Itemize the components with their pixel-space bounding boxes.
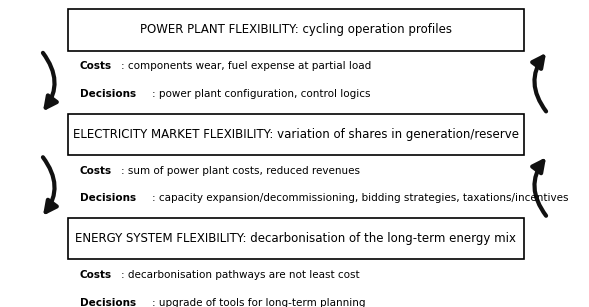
FancyBboxPatch shape: [68, 9, 524, 51]
Text: Decisions: Decisions: [80, 298, 135, 307]
Text: POWER PLANT FLEXIBILITY: cycling operation profiles: POWER PLANT FLEXIBILITY: cycling operati…: [140, 23, 452, 37]
Text: : capacity expansion/decommissioning, bidding strategies, taxations/incentives: : capacity expansion/decommissioning, bi…: [152, 193, 568, 204]
Text: Costs: Costs: [80, 61, 112, 72]
Text: : decarbonisation pathways are not least cost: : decarbonisation pathways are not least…: [121, 270, 360, 280]
Text: Costs: Costs: [80, 270, 112, 280]
Text: ENERGY SYSTEM FLEXIBILITY: decarbonisation of the long-term energy mix: ENERGY SYSTEM FLEXIBILITY: decarbonisati…: [75, 232, 517, 245]
Text: Decisions: Decisions: [80, 193, 135, 204]
Text: ELECTRICITY MARKET FLEXIBILITY: variation of shares in generation/reserve: ELECTRICITY MARKET FLEXIBILITY: variatio…: [73, 128, 519, 141]
Text: Costs: Costs: [80, 166, 112, 176]
FancyBboxPatch shape: [68, 114, 524, 155]
Text: Decisions: Decisions: [80, 89, 135, 99]
Text: : components wear, fuel expense at partial load: : components wear, fuel expense at parti…: [121, 61, 371, 72]
Text: : upgrade of tools for long-term planning: : upgrade of tools for long-term plannin…: [152, 298, 365, 307]
Text: : power plant configuration, control logics: : power plant configuration, control log…: [152, 89, 370, 99]
Text: : sum of power plant costs, reduced revenues: : sum of power plant costs, reduced reve…: [121, 166, 360, 176]
FancyBboxPatch shape: [68, 218, 524, 259]
